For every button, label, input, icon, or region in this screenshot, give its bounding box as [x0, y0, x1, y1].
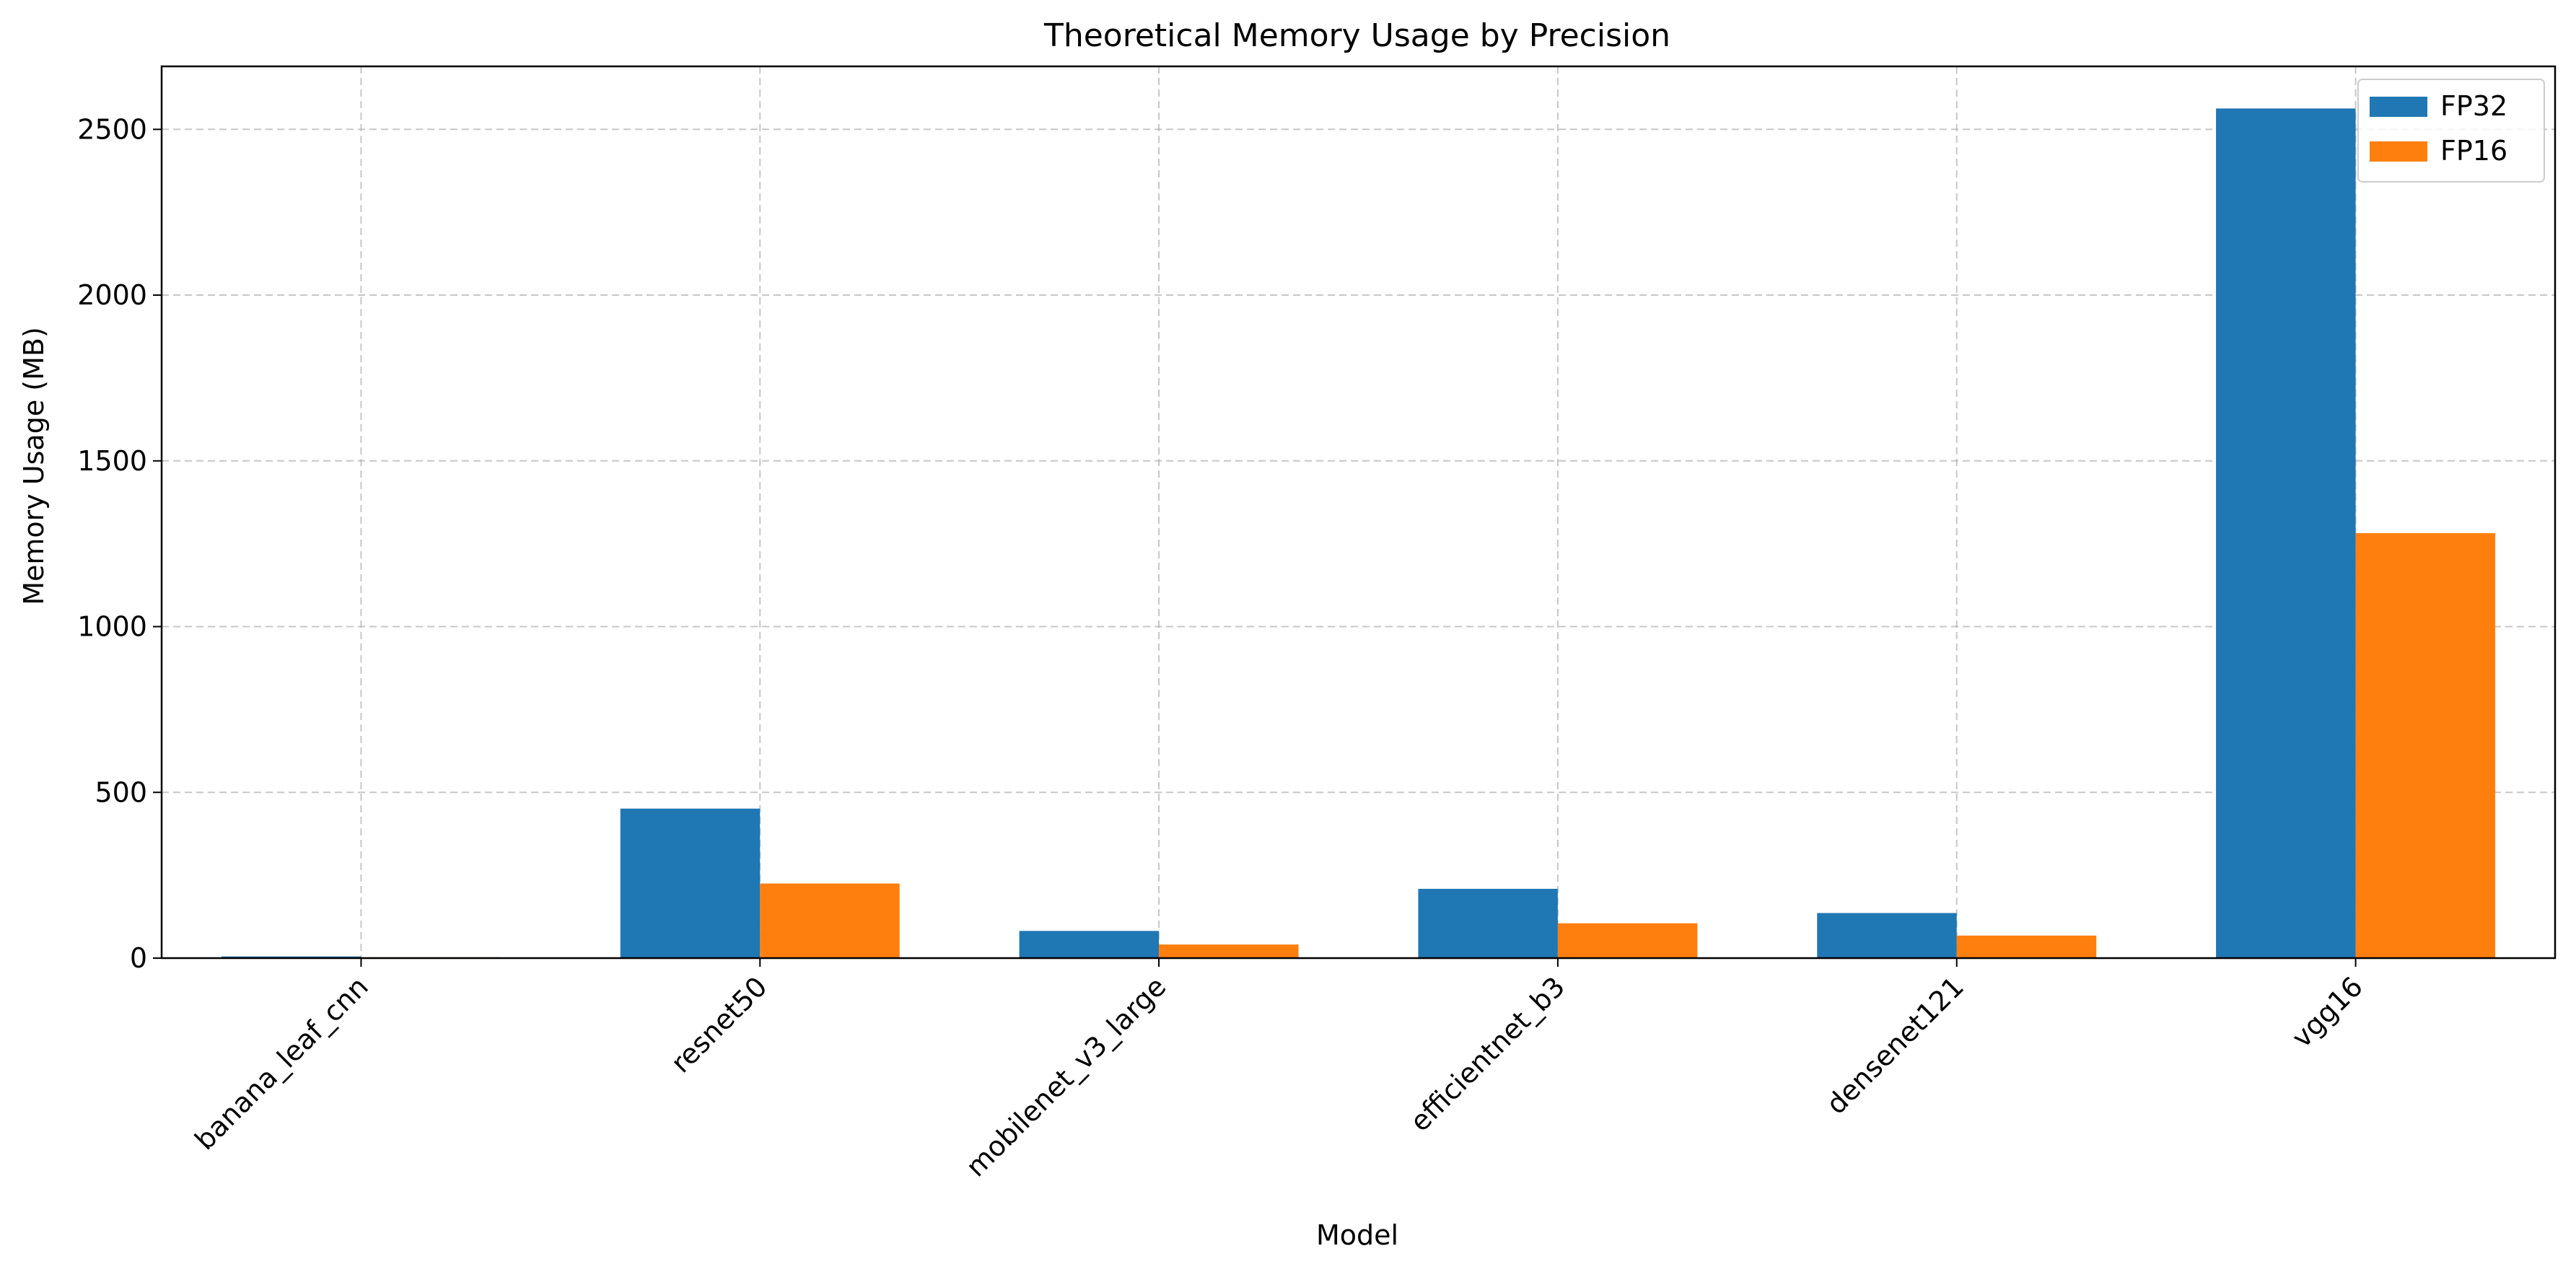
bar-fp32 — [1019, 931, 1160, 958]
chart-title: Theoretical Memory Usage by Precision — [1043, 17, 1670, 54]
y-tick-label: 0 — [130, 942, 147, 974]
bar-fp32 — [1817, 913, 1957, 958]
plot-frame — [160, 65, 2557, 960]
bar-fp16 — [2355, 532, 2496, 958]
y-tick-label: 2000 — [77, 279, 147, 311]
y-tick-label: 2500 — [77, 113, 147, 145]
bar-fp16 — [1159, 944, 1299, 958]
y-tick-label: 500 — [95, 776, 147, 808]
bar-fp16 — [760, 883, 900, 958]
bar-fp32 — [2216, 108, 2356, 959]
y-tick-label: 1000 — [77, 611, 147, 643]
legend-swatch — [2370, 141, 2427, 162]
y-tick-label: 1500 — [77, 445, 147, 477]
legend-label: FP32 — [2440, 90, 2507, 122]
x-axis-label: Model — [1316, 1219, 1398, 1251]
y-axis-label: Memory Usage (MB) — [18, 327, 50, 605]
legend: FP32 FP16 — [2357, 79, 2545, 183]
bar-fp32 — [620, 808, 761, 958]
bar-fp16 — [1557, 923, 1698, 958]
legend-label: FP16 — [2440, 135, 2507, 167]
bar-fp32 — [1418, 888, 1558, 958]
bar-fp16 — [1956, 935, 2097, 958]
legend-swatch — [2370, 97, 2427, 117]
bars — [221, 108, 2496, 959]
